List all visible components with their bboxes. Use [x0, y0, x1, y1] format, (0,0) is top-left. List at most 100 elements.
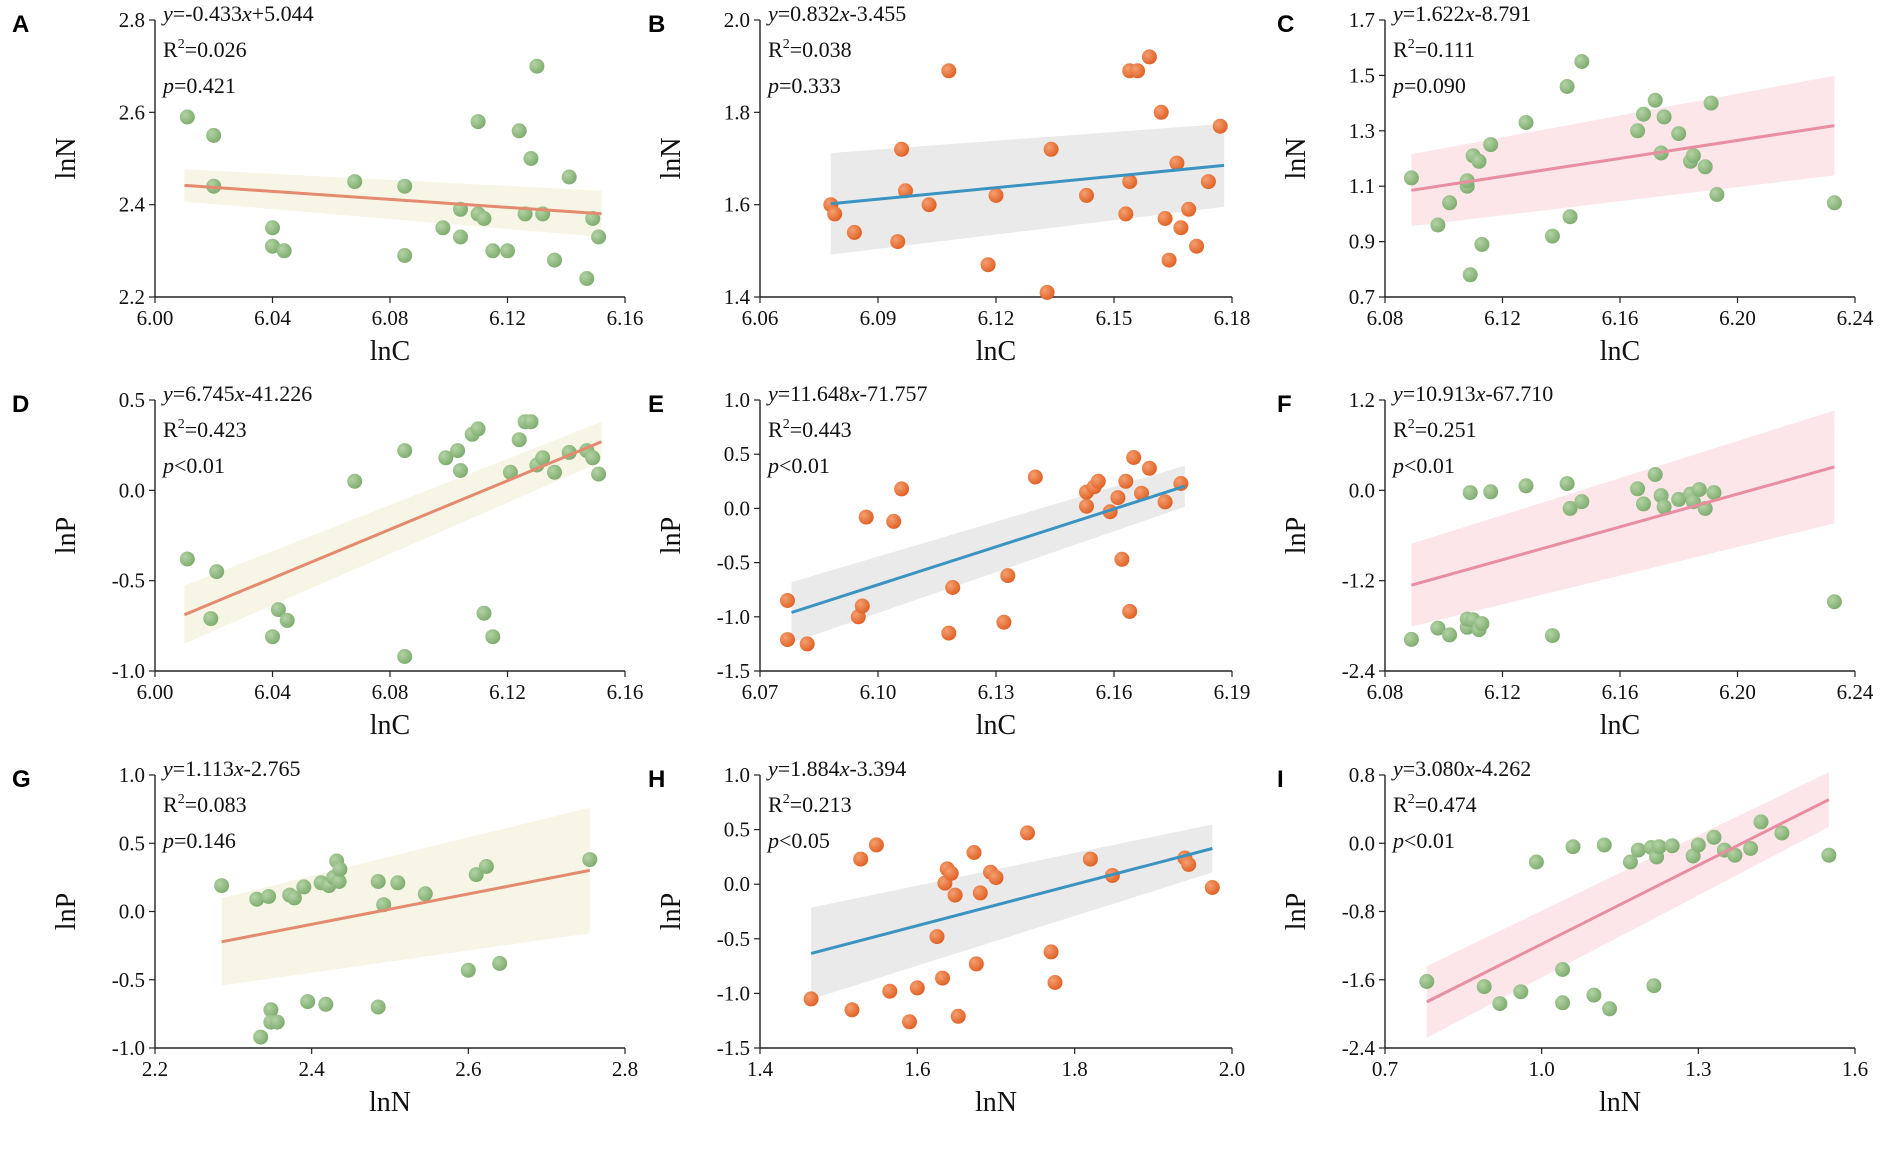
x-axis-title: lnC — [976, 336, 1016, 367]
y-tick-label: 2.6 — [119, 100, 145, 124]
data-point — [950, 1008, 966, 1024]
y-tick-label: 0.8 — [1349, 763, 1375, 787]
r-squared-text: R2=0.111 — [1393, 37, 1475, 62]
r-squared-text: R2=0.083 — [163, 792, 247, 817]
data-point — [1189, 238, 1205, 254]
data-point — [214, 878, 230, 894]
y-tick-label: 2.8 — [119, 8, 145, 32]
data-point — [980, 257, 996, 273]
panel-label: B — [648, 11, 665, 38]
x-tick-label: 6.16 — [1096, 680, 1133, 704]
data-point — [894, 481, 910, 497]
y-tick-label: 0.0 — [724, 496, 750, 520]
data-point — [1630, 481, 1646, 497]
x-tick-label: 6.18 — [1214, 306, 1251, 330]
x-tick-label: 6.20 — [1719, 680, 1756, 704]
panel-C: C 6.08 6.12 6.16 6.20 6.24 0.7 0.9 1.1 1.3 1.5 1.7 l… — [1277, 1, 1874, 367]
y-tick-label: 1.2 — [1349, 388, 1375, 412]
fit-line — [1410, 465, 1835, 587]
data-point — [1528, 854, 1544, 870]
y-axis-title: lnN — [1281, 138, 1312, 180]
y-axis-title: lnP — [1281, 893, 1312, 930]
x-tick-label: 2.0 — [1219, 1057, 1245, 1081]
equation-text: y=-0.433x+5.044 — [161, 1, 314, 26]
data-point — [941, 625, 957, 641]
x-tick-label: 6.16 — [1602, 306, 1639, 330]
y-axis-title: lnP — [1281, 517, 1312, 554]
data-point — [1727, 847, 1743, 863]
data-point — [286, 890, 302, 906]
x-tick-label: 6.08 — [1367, 680, 1404, 704]
y-tick-label: -2.4 — [1342, 1036, 1376, 1060]
data-point — [1555, 995, 1571, 1011]
x-tick-label: 6.13 — [978, 680, 1015, 704]
data-point — [1212, 118, 1228, 134]
x-tick-label: 6.20 — [1719, 306, 1756, 330]
data-point — [470, 114, 486, 130]
data-point — [1027, 469, 1043, 485]
p-value-text: p<0.01 — [161, 453, 225, 478]
data-point — [535, 450, 551, 466]
data-point — [846, 224, 862, 240]
data-point — [476, 211, 492, 226]
data-point — [209, 564, 225, 580]
data-point — [1691, 482, 1707, 498]
data-point — [206, 127, 222, 143]
data-point — [1630, 842, 1646, 858]
data-point — [1462, 267, 1478, 283]
data-point — [203, 611, 219, 627]
data-point — [853, 851, 869, 867]
data-point — [270, 602, 286, 618]
data-point — [921, 197, 937, 213]
data-point — [265, 238, 280, 254]
y-tick-label: 0.5 — [724, 818, 750, 842]
data-point — [265, 220, 280, 236]
data-point — [1518, 478, 1534, 494]
data-point — [485, 629, 501, 645]
data-point — [799, 636, 815, 652]
data-point — [943, 865, 959, 881]
x-tick-label: 6.16 — [607, 680, 644, 704]
y-tick-label: 0.0 — [1349, 831, 1375, 855]
data-point — [1555, 962, 1571, 977]
y-tick-label: -0.5 — [717, 927, 750, 951]
data-point — [253, 1029, 269, 1045]
data-point — [890, 234, 906, 250]
data-point — [1753, 814, 1769, 830]
data-point — [1419, 974, 1435, 989]
data-point — [1204, 880, 1220, 895]
data-point — [941, 63, 957, 79]
r-squared-text: R2=0.251 — [1393, 417, 1477, 442]
p-value-text: p<0.01 — [766, 453, 830, 478]
panel-B: B 6.06 6.09 6.12 6.15 6.18 1.4 1.6 1.8 2.0 lnC lnN y… — [648, 1, 1250, 367]
x-axis-title: lnC — [1600, 336, 1640, 367]
data-point — [478, 859, 494, 874]
x-tick-label: 6.12 — [1484, 306, 1521, 330]
equation-text: y=1.113x-2.765 — [161, 756, 300, 781]
confidence-band — [830, 123, 1225, 255]
x-tick-label: 1.8 — [1062, 1057, 1088, 1081]
data-point — [318, 996, 334, 1012]
data-point — [827, 206, 843, 222]
fit-line — [1426, 798, 1830, 1004]
data-point — [972, 885, 988, 901]
data-point — [1047, 975, 1063, 990]
data-point — [397, 178, 413, 194]
data-point — [1181, 857, 1197, 872]
data-point — [1157, 211, 1173, 226]
x-axis-title: lnC — [976, 710, 1016, 741]
p-value-text: p=0.090 — [1391, 73, 1466, 98]
x-axis-title: lnN — [975, 1087, 1017, 1118]
data-point — [1596, 837, 1612, 853]
data-point — [1559, 79, 1575, 94]
fit-line — [1411, 124, 1835, 192]
p-value-text: p<0.01 — [1391, 828, 1455, 853]
y-tick-label: 0.5 — [119, 388, 145, 412]
data-point — [1826, 195, 1842, 211]
data-point — [476, 605, 492, 621]
y-tick-label: 2.4 — [119, 193, 146, 217]
data-point — [179, 109, 195, 125]
y-tick-label: 1.5 — [1349, 63, 1375, 87]
y-axis-title: lnP — [656, 893, 687, 930]
